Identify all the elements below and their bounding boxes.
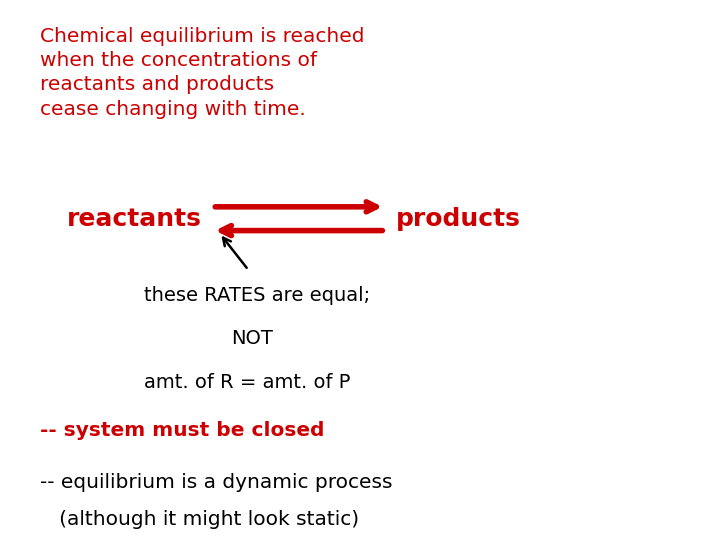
Text: NOT: NOT: [231, 329, 273, 348]
Text: -- equilibrium is a dynamic process: -- equilibrium is a dynamic process: [40, 472, 392, 491]
Text: -- system must be closed: -- system must be closed: [40, 421, 324, 440]
Text: these RATES are equal;: these RATES are equal;: [144, 286, 370, 305]
Text: products: products: [396, 207, 521, 231]
Text: (although it might look static): (although it might look static): [40, 510, 359, 529]
Text: amt. of R = amt. of P: amt. of R = amt. of P: [144, 373, 351, 392]
Text: Chemical equilibrium is reached
when the concentrations of
reactants and product: Chemical equilibrium is reached when the…: [40, 27, 364, 119]
Text: reactants: reactants: [67, 207, 202, 231]
